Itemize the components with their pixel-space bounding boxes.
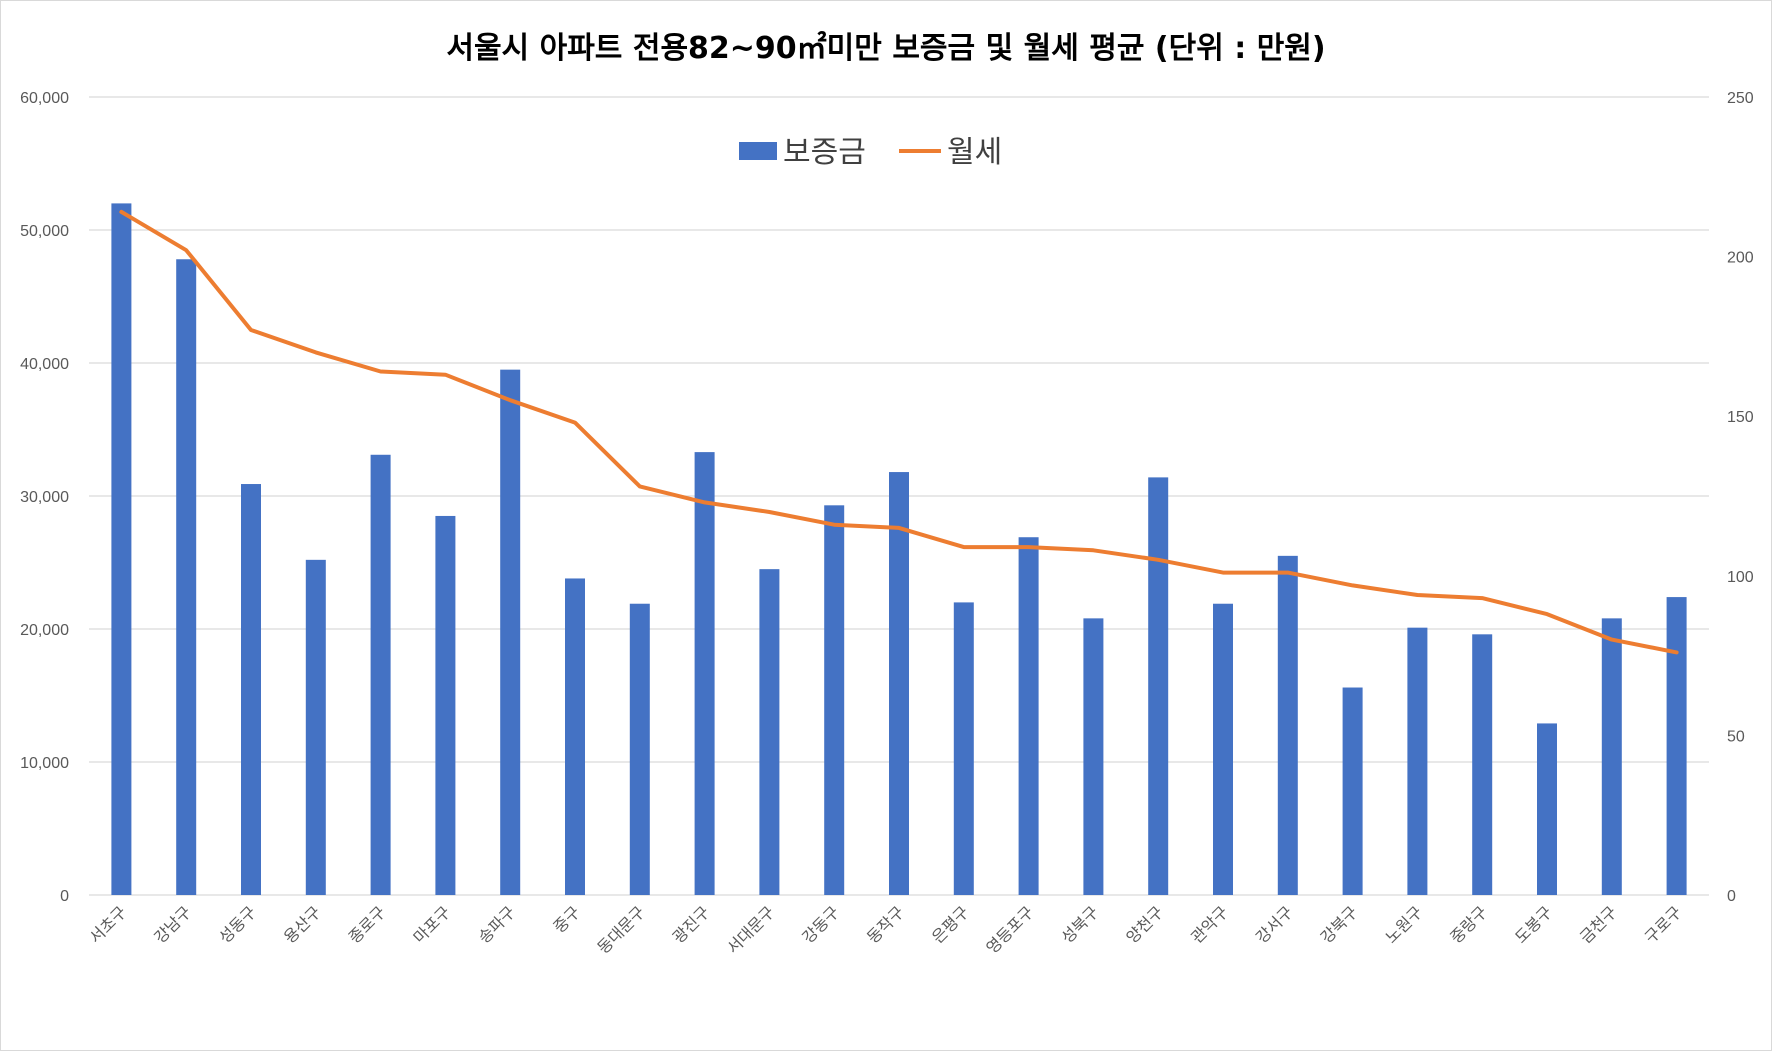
x-category-label: 동작구: [863, 902, 908, 947]
x-category-label: 광진구: [669, 902, 714, 947]
bar-보증금: [694, 452, 715, 895]
legend-line-label: 월세: [947, 135, 1002, 170]
bar-보증금: [435, 515, 456, 895]
bar-보증금: [1472, 634, 1493, 895]
bar-보증금: [111, 203, 132, 895]
line-월세: [119, 209, 1679, 655]
bar-보증금: [176, 259, 197, 895]
bar-보증금: [500, 369, 521, 895]
bar-보증금: [370, 454, 391, 895]
x-category-label: 성북구: [1058, 902, 1103, 947]
bar-보증금: [1083, 618, 1104, 895]
x-category-label: 양천구: [1122, 902, 1167, 947]
bar-보증금: [305, 559, 326, 895]
y-right-tick-label: 0: [1727, 888, 1736, 905]
y-left-tick-label: 50,000: [20, 223, 69, 240]
x-category-label: 은평구: [928, 902, 973, 947]
x-category-label: 노원구: [1382, 902, 1427, 947]
bar-보증금: [1666, 597, 1687, 895]
bar-보증금: [1018, 537, 1039, 895]
x-category-label: 강동구: [798, 902, 843, 947]
y-right-tick-label: 50: [1727, 728, 1745, 745]
x-category-label: 성동구: [215, 902, 260, 947]
y-left-tick-label: 10,000: [20, 755, 69, 772]
y-left-tick-label: 20,000: [20, 622, 69, 639]
y-left-tick-label: 0: [60, 888, 69, 905]
x-category-label: 송파구: [474, 902, 519, 947]
chart-title: 서울시 아파트 전용82~90㎡미만 보증금 및 월세 평균 (단위 : 만원): [446, 31, 1326, 66]
bar-보증금: [629, 603, 650, 895]
bar-보증금: [565, 578, 585, 895]
x-category-label: 서대문구: [723, 902, 778, 957]
legend-bar-swatch: [739, 142, 777, 160]
bar-보증금: [1342, 687, 1363, 895]
x-category-label: 강북구: [1317, 902, 1362, 947]
x-category-label: 강서구: [1252, 902, 1297, 947]
bar-보증금: [953, 602, 974, 895]
x-category-label: 영등포구: [982, 902, 1037, 957]
y-right-tick-label: 100: [1727, 569, 1754, 586]
x-category-label: 강남구: [150, 902, 195, 947]
y-left-tick-label: 40,000: [20, 356, 69, 373]
x-category-label: 서초구: [86, 902, 131, 947]
y-right-tick-label: 150: [1727, 409, 1754, 426]
bar-보증금: [1148, 477, 1169, 895]
y-left-tick-label: 30,000: [20, 489, 69, 506]
bar-보증금: [241, 484, 261, 895]
x-category-label: 용산구: [280, 902, 325, 947]
legend-bar-label: 보증금: [783, 135, 866, 170]
bar-보증금: [889, 472, 909, 895]
bar-보증금: [824, 505, 845, 895]
x-category-label: 종로구: [345, 902, 390, 947]
bar-보증금: [1537, 723, 1557, 895]
x-category-label: 마포구: [410, 902, 455, 947]
bar-보증금: [1407, 627, 1428, 895]
x-category-label: 중랑구: [1446, 902, 1491, 947]
x-category-label: 관악구: [1187, 902, 1232, 947]
bar-보증금: [1213, 603, 1233, 895]
x-category-label: 구로구: [1641, 902, 1686, 947]
x-category-label: 동대문구: [594, 902, 649, 957]
bar-보증금: [1601, 618, 1622, 895]
bar-보증금: [1277, 555, 1298, 895]
x-category-label: 도봉구: [1511, 902, 1556, 947]
y-right-tick-label: 250: [1727, 90, 1754, 107]
bar-보증금: [759, 569, 780, 895]
x-category-label: 중구: [550, 902, 584, 936]
x-category-label: 금천구: [1576, 902, 1621, 947]
y-left-tick-label: 60,000: [20, 90, 69, 107]
y-right-tick-label: 200: [1727, 250, 1754, 267]
